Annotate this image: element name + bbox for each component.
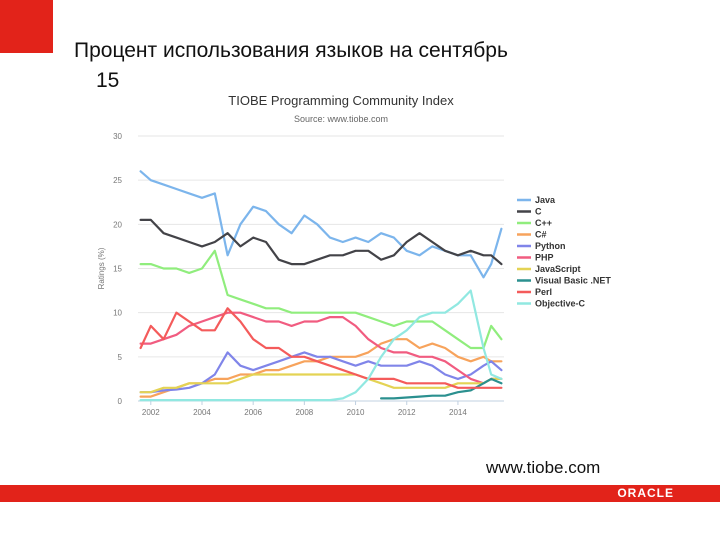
x-tick-label: 2002 bbox=[142, 408, 160, 417]
x-tick-label: 2014 bbox=[449, 408, 467, 417]
chart-subtitle: Source: www.tiobe.com bbox=[294, 114, 388, 124]
x-tick-label: 2006 bbox=[244, 408, 262, 417]
x-tick-label: 2008 bbox=[295, 408, 313, 417]
legend-label: JavaScript bbox=[535, 264, 581, 274]
series-line-javascript bbox=[139, 373, 503, 394]
slide-title-line2: 15 bbox=[96, 69, 120, 92]
y-tick-label: 30 bbox=[113, 132, 122, 141]
series-line-visual-basic-net bbox=[380, 377, 503, 400]
source-url: www.tiobe.com bbox=[486, 458, 601, 477]
footer-bar: ORACLE bbox=[0, 485, 720, 502]
slide-title: Процент использования языков на сентябрь… bbox=[74, 36, 674, 96]
legend-label: C bbox=[535, 207, 542, 217]
x-tick-label: 2012 bbox=[398, 408, 416, 417]
y-axis-label: Ratings (%) bbox=[97, 247, 106, 289]
legend-label: Objective-C bbox=[535, 299, 586, 309]
x-tick-label: 2010 bbox=[347, 408, 365, 417]
series-line-perl bbox=[139, 307, 503, 389]
series-line-c bbox=[139, 249, 503, 350]
tiobe-line-chart: TIOBE Programming Community Index Source:… bbox=[97, 93, 611, 417]
series-line-objective-c bbox=[139, 289, 503, 402]
chart-container: TIOBE Programming Community Index Source:… bbox=[94, 88, 654, 424]
y-tick-label: 0 bbox=[118, 397, 123, 406]
series-line-c bbox=[139, 218, 503, 266]
legend-label: Java bbox=[535, 195, 556, 205]
y-tick-label: 25 bbox=[113, 176, 122, 185]
legend-label: Python bbox=[535, 241, 566, 251]
legend-label: PHP bbox=[535, 253, 554, 263]
series-line-php bbox=[139, 311, 503, 385]
chart-title: TIOBE Programming Community Index bbox=[228, 93, 454, 108]
x-tick-label: 2004 bbox=[193, 408, 211, 417]
y-tick-label: 15 bbox=[113, 265, 122, 274]
oracle-logo: ORACLE bbox=[617, 486, 674, 500]
y-tick-label: 5 bbox=[118, 353, 123, 362]
legend-label: C++ bbox=[535, 218, 552, 228]
red-corner-accent bbox=[0, 0, 53, 53]
y-tick-label: 10 bbox=[113, 309, 122, 318]
y-tick-label: 20 bbox=[113, 220, 122, 229]
legend-label: Perl bbox=[535, 287, 552, 297]
slide-title-line1: Процент использования языков на сентябрь bbox=[74, 39, 508, 62]
legend-label: Visual Basic .NET bbox=[535, 276, 611, 286]
legend-label: C# bbox=[535, 230, 547, 240]
